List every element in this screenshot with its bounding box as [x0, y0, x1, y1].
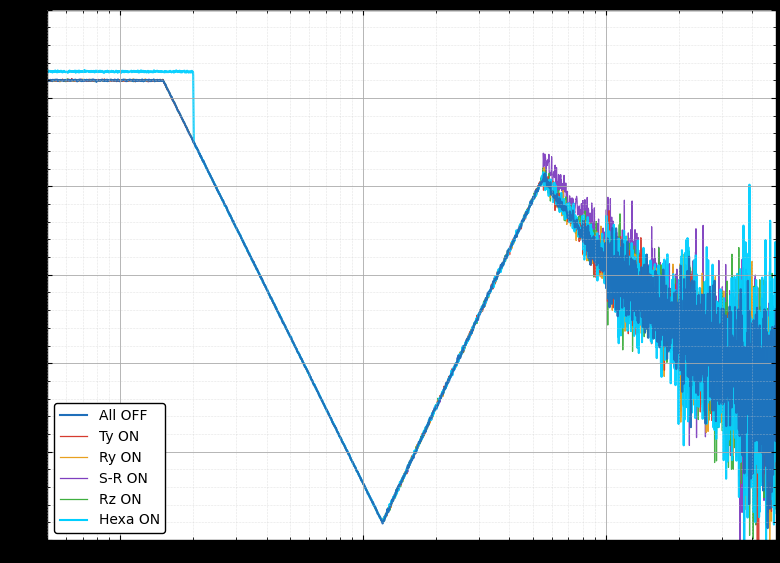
Ty ON: [42, 77, 51, 84]
All OFF: [149, 76, 158, 83]
All OFF: [516, 222, 526, 229]
Rz ON: [642, 281, 651, 288]
Hexa ON: [642, 287, 651, 294]
S-R ON: [321, 404, 331, 411]
S-R ON: [771, 364, 780, 370]
Line: Rz ON: Rz ON: [47, 79, 776, 539]
Ty ON: [516, 223, 526, 230]
Ty ON: [642, 310, 651, 316]
All OFF: [642, 294, 651, 301]
All OFF: [175, 110, 184, 117]
Hexa ON: [480, 301, 489, 307]
Hexa ON: [42, 68, 51, 75]
Rz ON: [63, 75, 73, 82]
Ty ON: [587, 262, 596, 269]
Rz ON: [587, 225, 596, 232]
Ry ON: [587, 247, 596, 254]
S-R ON: [42, 77, 51, 84]
Line: Ty ON: Ty ON: [47, 79, 776, 563]
Hexa ON: [321, 404, 331, 411]
S-R ON: [739, 538, 748, 544]
All OFF: [321, 405, 331, 412]
Ry ON: [480, 299, 489, 306]
All OFF: [480, 302, 489, 309]
S-R ON: [480, 303, 489, 310]
Ry ON: [42, 76, 51, 83]
Hexa ON: [175, 67, 184, 74]
Ry ON: [642, 300, 651, 307]
Ry ON: [321, 405, 331, 412]
Rz ON: [749, 535, 758, 542]
Hexa ON: [80, 67, 89, 74]
Rz ON: [321, 405, 331, 412]
Ry ON: [140, 75, 150, 82]
Hexa ON: [516, 223, 526, 230]
S-R ON: [587, 224, 596, 230]
Rz ON: [771, 363, 780, 369]
Hexa ON: [587, 221, 596, 228]
S-R ON: [76, 75, 86, 82]
Line: All OFF: All OFF: [47, 79, 776, 528]
Ty ON: [321, 406, 331, 413]
Ry ON: [771, 377, 780, 383]
Ry ON: [175, 110, 184, 117]
Ty ON: [771, 396, 780, 403]
Ry ON: [765, 544, 775, 551]
Line: Hexa ON: Hexa ON: [47, 70, 776, 552]
All OFF: [763, 525, 772, 531]
Ry ON: [516, 221, 526, 228]
Hexa ON: [771, 343, 780, 350]
S-R ON: [516, 221, 526, 227]
Rz ON: [42, 77, 51, 83]
Rz ON: [175, 110, 184, 117]
Rz ON: [516, 221, 526, 227]
Line: S-R ON: S-R ON: [47, 79, 776, 541]
Ty ON: [480, 301, 489, 307]
All OFF: [587, 237, 596, 244]
All OFF: [42, 77, 51, 83]
Ty ON: [67, 75, 76, 82]
Rz ON: [480, 300, 489, 306]
Legend: All OFF, Ty ON, Ry ON, S-R ON, Rz ON, Hexa ON: All OFF, Ty ON, Ry ON, S-R ON, Rz ON, He…: [54, 403, 165, 533]
S-R ON: [175, 110, 184, 117]
Ty ON: [753, 561, 762, 563]
Hexa ON: [761, 548, 771, 555]
All OFF: [771, 306, 780, 312]
Line: Ry ON: Ry ON: [47, 79, 776, 547]
S-R ON: [642, 269, 651, 275]
Ty ON: [175, 110, 184, 117]
